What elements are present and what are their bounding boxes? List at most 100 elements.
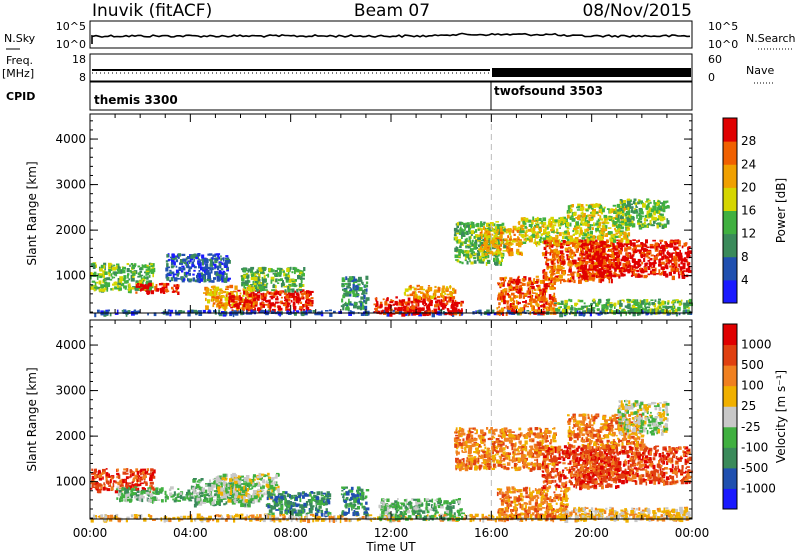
power-cell — [568, 298, 571, 302]
power-cell — [546, 252, 550, 254]
power-cell — [545, 308, 549, 312]
power-cell — [200, 266, 204, 271]
velocity-cell — [141, 470, 145, 475]
power-cell — [296, 299, 300, 304]
power-cell — [625, 252, 629, 257]
power-cell — [181, 268, 183, 270]
power-cell — [548, 294, 552, 298]
power-cell — [289, 293, 291, 297]
power-cell — [291, 271, 294, 274]
power-cell — [265, 284, 268, 287]
power-cell — [586, 228, 590, 232]
power-cell — [592, 300, 596, 304]
power-cell — [281, 282, 285, 287]
power-cell — [562, 260, 565, 264]
velocity-cell — [114, 490, 118, 494]
power-cell — [608, 273, 613, 277]
power-cell — [594, 269, 598, 272]
power-cell — [186, 265, 190, 269]
power-cell — [598, 234, 603, 239]
power-cell — [169, 309, 174, 313]
power-cell — [581, 251, 585, 256]
power-cell — [618, 221, 621, 224]
power-cell — [683, 275, 686, 279]
power-cell — [595, 250, 600, 256]
power-cell — [492, 237, 497, 241]
power-cell — [547, 283, 550, 286]
power-cell — [466, 250, 470, 253]
power-cell — [277, 272, 281, 276]
power-cell — [304, 291, 308, 295]
power-cell — [392, 303, 395, 306]
power-cell — [526, 282, 530, 287]
power-cell — [502, 226, 506, 229]
power-cell — [142, 278, 145, 281]
power-cell — [639, 214, 642, 217]
power-cell — [518, 244, 522, 248]
power-cell — [579, 227, 583, 231]
power-cell — [288, 283, 292, 287]
power-cell — [354, 285, 359, 288]
power-cell — [528, 236, 533, 239]
power-cell — [149, 282, 153, 287]
power-cell — [616, 309, 619, 313]
power-cell — [406, 306, 410, 311]
power-cell — [626, 257, 629, 260]
power-cell — [647, 265, 651, 270]
power-cell — [608, 261, 612, 266]
power-cell — [261, 271, 265, 274]
power-cell — [137, 276, 140, 278]
power-cell — [618, 250, 622, 255]
power-cell — [404, 309, 408, 312]
power-cell — [213, 310, 217, 313]
power-cell — [463, 231, 467, 235]
power-cell — [609, 302, 613, 304]
power-cell — [619, 269, 622, 272]
power-cell — [248, 300, 251, 304]
power-cell — [493, 312, 498, 316]
power-cell — [490, 241, 493, 246]
power-cell — [535, 242, 537, 246]
power-cell — [613, 266, 616, 268]
power-cell — [345, 292, 350, 297]
power-cell — [507, 248, 511, 253]
power-cell — [522, 241, 527, 244]
velocity-cell — [134, 483, 138, 487]
power-cell — [587, 237, 591, 240]
power-cell — [522, 296, 525, 299]
power-cell — [125, 312, 128, 317]
power-cell — [596, 271, 599, 276]
power-cell — [587, 272, 590, 274]
power-cell — [104, 271, 108, 275]
power-cell — [598, 243, 602, 246]
power-cell — [304, 303, 308, 308]
power-cell — [408, 312, 411, 316]
power-cell — [246, 290, 249, 296]
power-cell — [516, 310, 519, 313]
power-cell — [608, 244, 612, 247]
power-cell — [255, 287, 257, 290]
power-cell — [585, 204, 588, 207]
power-cell — [672, 302, 675, 306]
power-cell — [140, 283, 143, 288]
power-cell — [606, 218, 608, 221]
power-cell — [552, 294, 555, 298]
power-cell — [281, 302, 286, 305]
power-cell — [173, 255, 178, 258]
power-cell — [623, 270, 626, 273]
power-cell — [618, 275, 621, 279]
power-cell — [536, 232, 539, 237]
power-cell — [417, 309, 422, 314]
power-ytick-label: 4000 — [55, 132, 86, 146]
power-cell — [422, 295, 427, 299]
power-cell — [204, 271, 207, 276]
power-cell — [390, 299, 393, 303]
power-cell — [534, 218, 537, 220]
power-cell — [595, 245, 598, 249]
power-cell — [363, 305, 368, 310]
power-cell — [307, 290, 311, 294]
power-cell — [196, 253, 201, 256]
power-cell — [619, 305, 622, 310]
power-cell — [418, 312, 422, 317]
power-cell — [590, 218, 594, 221]
